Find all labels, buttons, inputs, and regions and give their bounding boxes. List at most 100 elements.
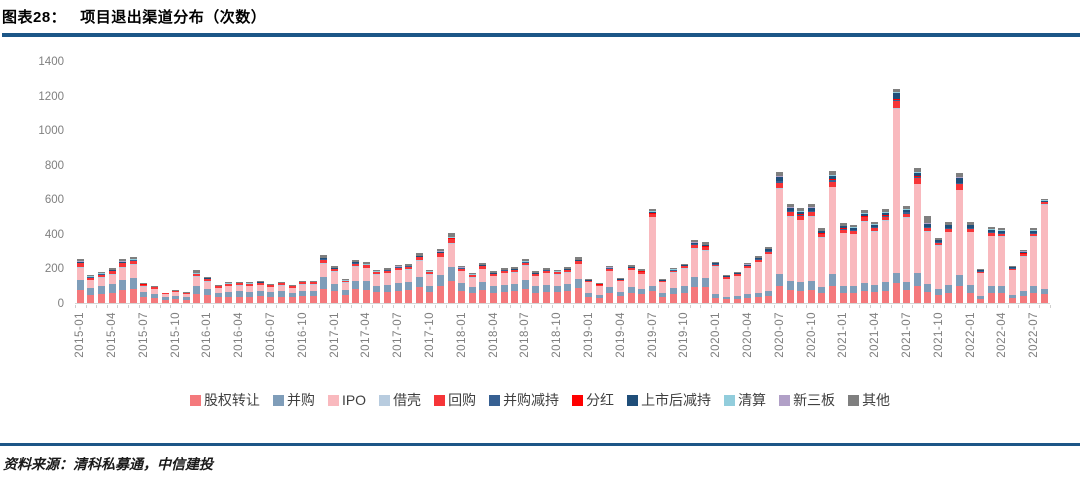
- legend-label: 股权转让: [203, 392, 260, 408]
- bar-segment: [680, 292, 688, 303]
- bar-segment: [797, 210, 805, 212]
- bar-segment: [797, 282, 805, 291]
- stacked-bar: [384, 267, 392, 303]
- bar-segment: [278, 285, 286, 292]
- x-tick-label: 2020-07: [773, 312, 786, 358]
- bar-segment: [807, 211, 815, 213]
- bar-segment: [1040, 200, 1048, 202]
- bar-slot: [774, 61, 785, 303]
- bar-slot: [870, 61, 881, 303]
- bar-segment: [299, 280, 307, 282]
- bar-segment: [775, 176, 783, 178]
- bar-segment: [786, 212, 794, 217]
- bar-slot: [467, 61, 478, 303]
- bar-segment: [871, 228, 879, 232]
- stacked-bar: [532, 271, 540, 303]
- bar-segment: [956, 190, 964, 275]
- bar-slot: [266, 61, 277, 303]
- bar-slot: [605, 61, 616, 303]
- stacked-bar: [574, 257, 582, 303]
- x-tick: [679, 305, 681, 308]
- stacked-bar: [468, 272, 476, 303]
- stacked-bar: [564, 266, 572, 303]
- bar-segment: [320, 263, 328, 265]
- bar-segment: [415, 257, 423, 261]
- stacked-bar: [182, 292, 190, 303]
- bar-segment: [606, 271, 614, 288]
- bar-segment: [786, 281, 794, 291]
- x-tick: [668, 305, 670, 308]
- stacked-bar: [97, 271, 105, 303]
- stacked-bar: [691, 239, 699, 303]
- x-tick-label: 2017-07: [392, 312, 405, 358]
- bar-segment: [913, 176, 921, 178]
- bar-segment: [1009, 267, 1017, 269]
- x-tick: [371, 305, 373, 308]
- x-tick: [127, 305, 129, 308]
- bar-segment: [638, 294, 646, 303]
- bar-segment: [352, 259, 360, 263]
- bar-segment: [225, 285, 233, 292]
- bar-segment: [246, 296, 254, 303]
- bar-slot: [86, 61, 97, 303]
- x-tick: [467, 305, 469, 308]
- bar-segment: [129, 256, 137, 259]
- bar-segment: [881, 282, 889, 291]
- bar-segment: [129, 265, 137, 279]
- stacked-bar: [373, 269, 381, 303]
- bar-segment: [956, 184, 964, 190]
- bar-segment: [807, 216, 815, 282]
- bar-segment: [977, 295, 985, 299]
- bar-segment: [828, 274, 836, 286]
- bar-segment: [182, 297, 190, 300]
- x-tick: [329, 305, 331, 308]
- x-tick: [255, 305, 257, 308]
- bar-segment: [850, 224, 858, 227]
- bar-segment: [532, 292, 540, 303]
- bar-segment: [828, 170, 836, 175]
- bar-slot: [287, 61, 298, 303]
- bar-segment: [670, 288, 678, 294]
- bar-segment: [797, 290, 805, 303]
- bar-segment: [500, 270, 508, 273]
- bar-segment: [278, 281, 286, 284]
- x-tick: [149, 305, 151, 308]
- stacked-bar: [924, 216, 932, 303]
- bar-segment: [648, 290, 656, 303]
- bar-segment: [754, 292, 762, 297]
- stacked-bar: [161, 292, 169, 303]
- bar-segment: [150, 287, 158, 289]
- bar-segment: [352, 280, 360, 290]
- bar-segment: [172, 295, 180, 300]
- x-tick: [753, 305, 755, 308]
- bar-segment: [489, 276, 497, 287]
- bar-segment: [331, 269, 339, 272]
- x-tick: [159, 305, 161, 308]
- bar-segment: [447, 237, 455, 239]
- bar-segment: [860, 221, 868, 283]
- bar-segment: [977, 269, 985, 271]
- x-tick: [1039, 305, 1041, 308]
- bar-slot: [382, 61, 393, 303]
- bar-slot: [594, 61, 605, 303]
- bar-segment: [309, 280, 317, 282]
- stacked-bar: [119, 259, 127, 303]
- bar-slot: [329, 61, 340, 303]
- bar-segment: [786, 290, 794, 303]
- bar-segment: [881, 216, 889, 221]
- x-tick: [265, 305, 267, 308]
- bar-segment: [405, 266, 413, 270]
- bar-segment: [362, 281, 370, 290]
- bar-segment: [828, 179, 836, 181]
- bar-segment: [945, 227, 953, 229]
- bar-segment: [797, 214, 805, 216]
- bar-slot: [668, 61, 679, 303]
- bar-segment: [1030, 286, 1038, 294]
- y-axis: 0 200 400 600 800 1000 1200 1400: [30, 56, 72, 310]
- bar-segment: [108, 274, 116, 285]
- bar-slot: [340, 61, 351, 303]
- stacked-bar: [235, 281, 243, 303]
- bar-segment: [945, 222, 953, 225]
- x-tick: [912, 305, 914, 308]
- bar-segment: [903, 211, 911, 213]
